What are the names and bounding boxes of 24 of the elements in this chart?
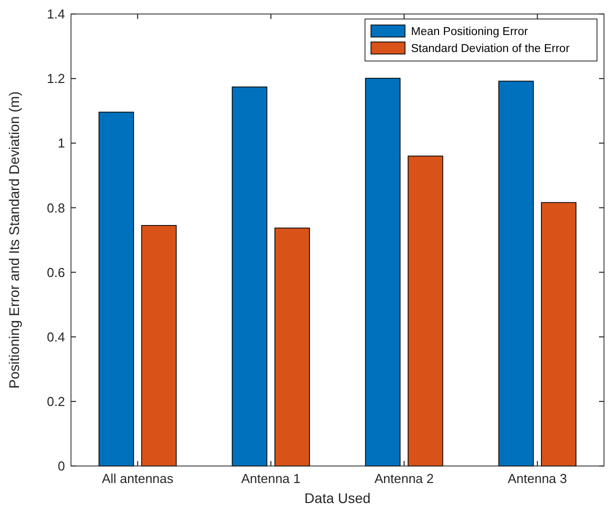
- legend-label: Standard Deviation of the Error: [411, 43, 570, 55]
- x-tick-label: Antenna 1: [241, 471, 301, 486]
- x-axis-title: Data Used: [304, 490, 371, 506]
- y-tick-label: 0.8: [46, 200, 65, 216]
- y-axis-title: Positioning Error and Its Standard Deviation (m): [6, 91, 22, 389]
- y-tick-label: 0.6: [46, 264, 65, 280]
- bar: [274, 228, 310, 466]
- y-tick-label: 0: [58, 458, 65, 474]
- bar: [98, 112, 134, 466]
- y-tick-label: 0.2: [46, 394, 65, 409]
- x-tick-label: Antenna 3: [508, 471, 568, 486]
- x-tick-label: All antennas: [102, 471, 174, 486]
- legend-label: Mean Positioning Error: [411, 26, 528, 38]
- x-tick-label: Antenna 2: [374, 471, 434, 486]
- y-tick-label: 0.4: [46, 329, 65, 344]
- bar: [408, 156, 444, 466]
- bar: [232, 86, 268, 466]
- bar: [540, 202, 576, 466]
- y-tick-label: 1.2: [46, 71, 65, 86]
- y-tick-label: 1.4: [46, 6, 65, 22]
- bar: [365, 78, 401, 466]
- bar: [141, 225, 177, 466]
- bar: [498, 80, 534, 466]
- y-tick-label: 1: [58, 136, 65, 151]
